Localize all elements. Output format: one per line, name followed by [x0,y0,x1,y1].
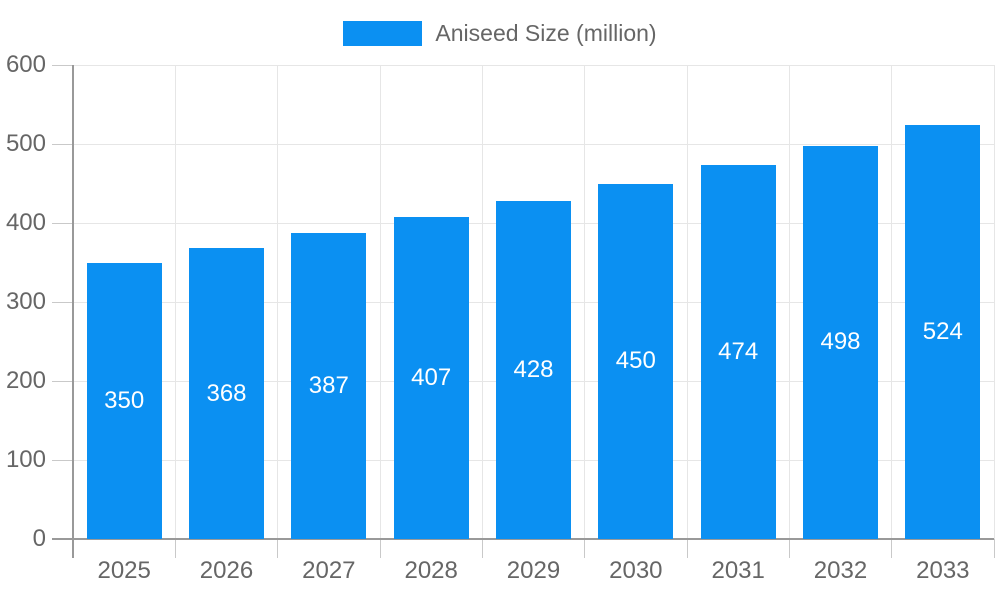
y-tick [52,143,73,145]
h-gridline [73,143,994,145]
y-axis-line [72,65,74,558]
y-axis-label: 0 [32,525,46,552]
bar-2028[interactable]: 407 [393,217,469,539]
x-tick [481,539,483,558]
bar-2027[interactable]: 387 [291,233,367,539]
y-tick [52,222,73,224]
x-axis-label: 2027 [302,557,356,584]
plot-area: 0 100 200 300 400 500 600 350 368 387 407 428 450 47… [6,51,995,584]
legend-swatch[interactable] [343,20,423,46]
v-gridline [277,65,279,539]
v-gridline [891,65,893,539]
x-tick [788,539,790,558]
v-gridline [993,65,995,539]
bar-2025[interactable]: 350 [86,262,162,539]
bar-2030[interactable]: 450 [598,183,674,539]
h-gridline [73,64,994,66]
x-axis-label: 2032 [813,557,868,584]
v-gridline [788,65,790,539]
y-axis-label: 200 [5,367,46,394]
y-axis-label: 300 [5,288,46,315]
x-axis-label: 2031 [711,557,765,584]
bar-value-label: 368 [206,379,247,407]
x-axis-line [52,538,994,540]
bar-2032[interactable]: 498 [803,145,878,539]
bar-value-label: 407 [411,364,452,392]
bar-value-label: 428 [513,355,554,383]
v-gridline [379,65,381,539]
v-gridline [174,65,176,539]
y-axis-label: 500 [5,130,46,157]
x-tick [379,539,381,558]
x-tick [174,539,176,558]
y-tick [52,459,73,461]
v-gridline [686,65,688,539]
v-gridline [481,65,483,539]
x-axis-label: 2029 [506,557,561,584]
y-axis-label: 100 [5,446,46,473]
x-tick [686,539,688,558]
legend: Aniseed Size (million) [0,19,1000,47]
x-axis-label: 2025 [97,557,151,584]
x-axis-label: 2028 [404,557,458,584]
bar-value-label: 524 [922,318,963,345]
x-tick [891,539,893,558]
bar-value-label: 387 [308,372,349,400]
x-tick [993,539,995,558]
x-tick [277,539,279,558]
x-axis-label: 2026 [199,557,254,584]
bar-value-label: 498 [820,328,861,356]
bar-2033[interactable]: 524 [905,125,981,539]
bar-2029[interactable]: 428 [496,200,571,539]
bar-2031[interactable]: 474 [700,164,776,539]
bar-value-label: 474 [718,337,759,365]
y-axis-label: 400 [5,209,46,236]
y-tick [52,301,73,303]
y-tick [52,64,73,66]
bar-value-label: 350 [104,386,145,414]
x-axis-label: 2033 [916,557,970,584]
x-axis-label: 2030 [609,557,663,584]
x-tick [584,539,586,558]
legend-label[interactable]: Aniseed Size (million) [435,19,657,46]
bar-value-label: 450 [615,347,656,375]
y-axis-label: 600 [5,51,46,78]
bar-2026[interactable]: 368 [189,248,264,539]
v-gridline [584,65,586,539]
y-tick [52,380,73,382]
